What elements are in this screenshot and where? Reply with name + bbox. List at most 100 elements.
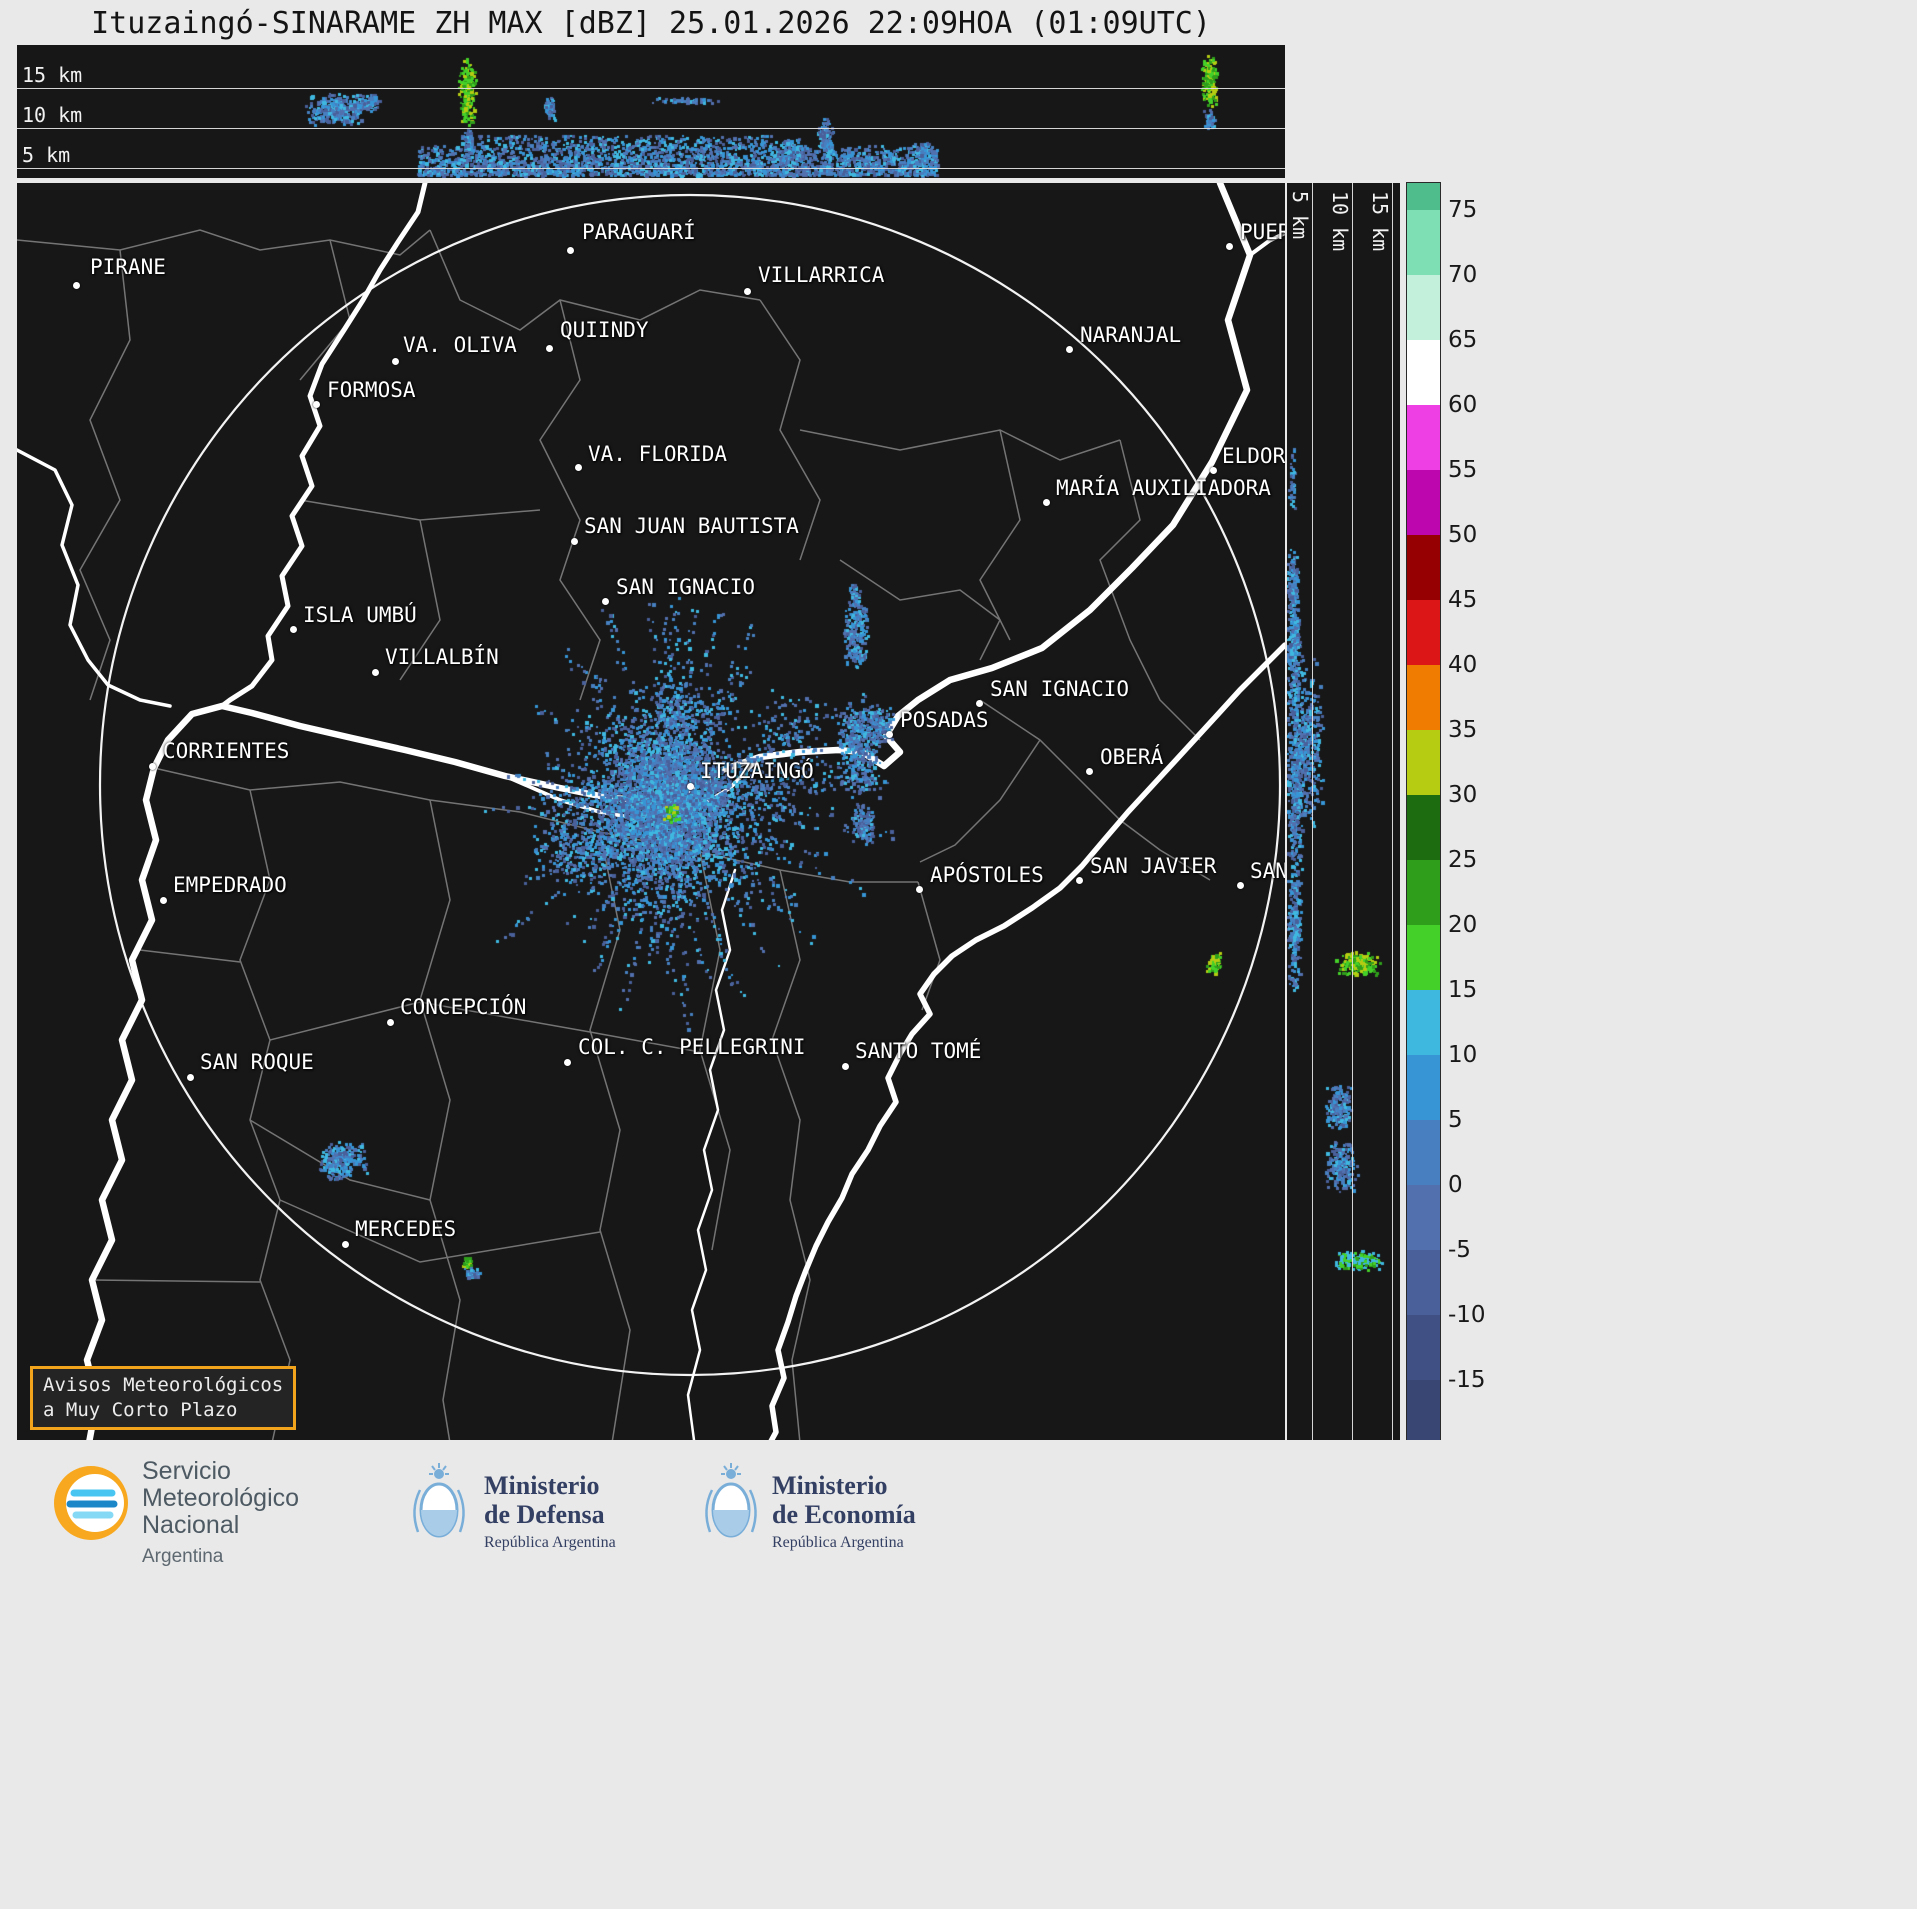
city-label: SAN IGNACIO [616, 575, 756, 599]
economia-coat-of-arms [700, 1462, 762, 1550]
colorbar-segment [1407, 405, 1440, 470]
colorbar-segment [1407, 183, 1440, 210]
economia-name-2: de Economía [772, 1499, 916, 1529]
warning-line-2: a Muy Corto Plazo [43, 1399, 238, 1422]
city-label-layer: PIRANE PARAGUARÍ VILLARRICA VA. OLIVA QUIIND… [17, 183, 1285, 1440]
smn-line-1: Servicio [142, 1457, 231, 1485]
city-marker [1066, 346, 1073, 353]
city-marker [392, 358, 399, 365]
colorbar-segment [1407, 1315, 1440, 1380]
city-label: NARANJAL [1080, 323, 1182, 347]
colorbar-tick: 15 [1448, 977, 1478, 1003]
city-marker [842, 1063, 849, 1070]
city-marker [149, 763, 156, 770]
city-label: SANTO TOMÉ [855, 1039, 982, 1063]
city-label: ISLA UMBÚ [303, 603, 417, 627]
colorbar-segment [1407, 600, 1440, 665]
axis-label-15km-v: 15 km [1368, 191, 1392, 252]
colorbar-tick: 5 [1448, 1107, 1463, 1133]
economia-subtitle: República Argentina [772, 1534, 904, 1552]
colorbar-segment [1407, 535, 1440, 600]
smn-wordmark: Servicio Meteorológico Nacional Argentin… [142, 1458, 299, 1568]
colorbar-segment [1407, 1055, 1440, 1120]
city-marker [1226, 243, 1233, 250]
city-label: PUERTO [1240, 220, 1285, 244]
city-label: COL. C. PELLEGRINI [578, 1035, 806, 1059]
city-marker [564, 1059, 571, 1066]
city-marker [342, 1241, 349, 1248]
colorbar-segment [1407, 1250, 1440, 1315]
city-marker [1210, 467, 1217, 474]
smn-line-2: Meteorológico [142, 1484, 300, 1512]
city-marker [602, 598, 609, 605]
city-label: OBERÁ [1100, 745, 1164, 769]
city-label: VA. OLIVA [403, 333, 517, 357]
smn-line-3: Nacional [142, 1511, 240, 1539]
colorbar-segment [1407, 275, 1440, 340]
top-cross-section-canvas [17, 45, 1285, 178]
city-label: VILLALBÍN [385, 645, 499, 669]
city-label: ELDORADO [1222, 444, 1285, 468]
colorbar-segment [1407, 860, 1440, 925]
axis-label-10km: 10 km [22, 103, 83, 127]
colorbar-tick: 50 [1448, 522, 1478, 548]
city-label: FORMOSA [327, 378, 416, 402]
economia-wordmark: Ministerio de Economía República Argenti… [772, 1471, 916, 1552]
city-label: POSADAS [900, 708, 989, 732]
colorbar-segment [1407, 925, 1440, 990]
colorbar-segment [1407, 470, 1440, 535]
city-marker [687, 783, 694, 790]
city-marker [744, 288, 751, 295]
city-label: SAN IGNACIO [990, 677, 1130, 701]
city-label: VA. FLORIDA [588, 442, 728, 466]
top-cross-section-panel: 15 km 10 km 5 km [17, 45, 1285, 178]
colorbar-segment [1407, 665, 1440, 730]
city-label: CONCEPCIÓN [400, 995, 527, 1019]
city-marker [1237, 882, 1244, 889]
defensa-wordmark: Ministerio de Defensa República Argentin… [484, 1471, 616, 1552]
colorbar-tick: 40 [1448, 652, 1478, 678]
height-gridline-5km-v [1312, 183, 1313, 1440]
colorbar-segment [1407, 1120, 1440, 1185]
axis-label-5km-v: 5 km [1288, 191, 1312, 240]
colorbar-tick: -15 [1448, 1367, 1486, 1393]
city-label: SAN ROQUE [200, 1050, 314, 1074]
city-marker [187, 1074, 194, 1081]
city-marker [1076, 877, 1083, 884]
colorbar-tick: 55 [1448, 457, 1478, 483]
dbz-colorbar [1406, 182, 1441, 1441]
colorbar-segment [1407, 795, 1440, 860]
height-gridline-15km [17, 88, 1285, 89]
colorbar-tick: 30 [1448, 782, 1478, 808]
colorbar-segment [1407, 340, 1440, 405]
city-label: QUIINDY [560, 318, 649, 342]
colorbar-segment [1407, 1380, 1440, 1440]
city-label: SAN [1250, 859, 1285, 883]
city-marker [313, 401, 320, 408]
radar-map-panel: PIRANE PARAGUARÍ VILLARRICA VA. OLIVA QUIIND… [17, 183, 1285, 1440]
radar-echo-canvas [17, 183, 1285, 1440]
city-label: MERCEDES [355, 1217, 457, 1241]
city-label: ITUZAINGÓ [700, 759, 814, 783]
city-label: APÓSTOLES [930, 863, 1044, 887]
city-label: PARAGUARÍ [582, 220, 696, 244]
dbz-colorbar-ticks: 75 70 65 60 55 50 45 40 35 30 25 20 15 10 5 0 -5 -10 -15 [1448, 183, 1518, 1440]
footer: Servicio Meteorológico Nacional Argentin… [0, 1440, 1917, 1909]
colorbar-tick: 25 [1448, 847, 1478, 873]
colorbar-tick: 10 [1448, 1042, 1478, 1068]
page-title: Ituzaingó-SINARAME ZH MAX [dBZ] 25.01.20… [91, 6, 1211, 41]
warning-line-1: Avisos Meteorológicos [43, 1374, 284, 1396]
city-marker [575, 464, 582, 471]
colorbar-segment [1407, 730, 1440, 795]
colorbar-tick: 65 [1448, 327, 1478, 353]
colorbar-tick: 35 [1448, 717, 1478, 743]
colorbar-tick: 70 [1448, 262, 1478, 288]
colorbar-segment [1407, 210, 1440, 275]
defensa-coat-of-arms [408, 1462, 470, 1550]
city-marker [1086, 768, 1093, 775]
city-label: PIRANE [90, 255, 166, 279]
city-marker [916, 886, 923, 893]
defensa-name-2: de Defensa [484, 1499, 605, 1529]
city-marker [1043, 499, 1050, 506]
city-marker [387, 1019, 394, 1026]
